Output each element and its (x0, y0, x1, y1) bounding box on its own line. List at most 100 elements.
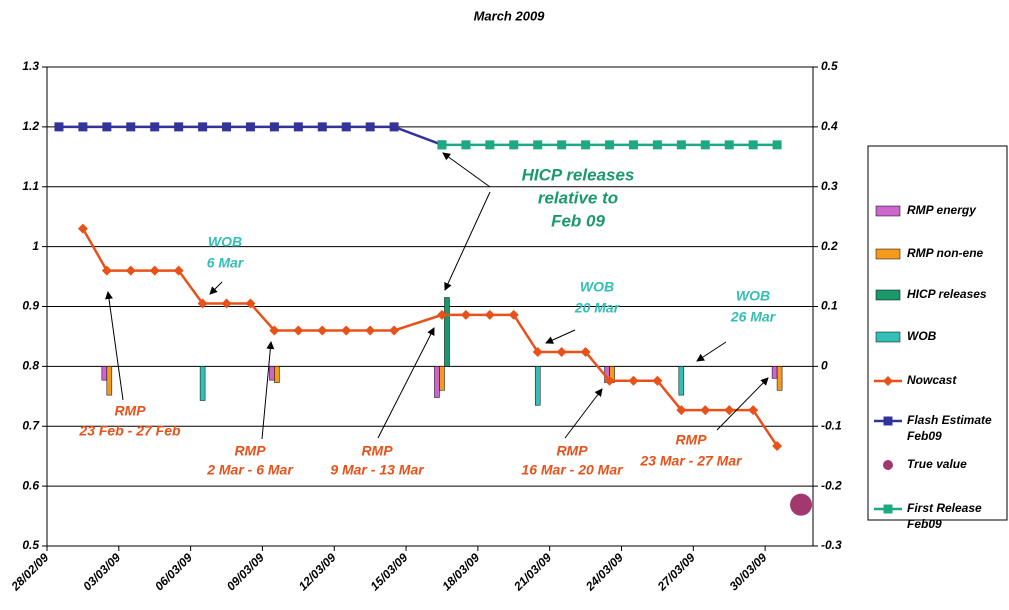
marker (533, 140, 543, 150)
marker (461, 140, 471, 150)
marker (365, 122, 375, 132)
legend-label: First Release Feb09 (907, 501, 982, 531)
annotation: RMP (675, 432, 707, 448)
legend-marker (883, 376, 893, 386)
annotation-arrow (209, 281, 223, 295)
marker (676, 405, 687, 416)
marker (581, 140, 591, 150)
legend-swatch (875, 289, 901, 301)
annotation-arrow (696, 341, 727, 362)
x-tick-label: 03/03/09 (80, 550, 123, 593)
marker (221, 298, 232, 309)
annotation-arrow (442, 152, 491, 188)
y2-tick-label: -0.2 (821, 478, 842, 492)
x-tick-label: 28/02/09 (8, 550, 52, 594)
x-tick-label: 27/03/09 (654, 550, 698, 594)
marker (700, 405, 711, 416)
bar (106, 366, 113, 396)
annotation: Feb 09 (551, 211, 605, 230)
chart-title: March 2009 (474, 8, 546, 23)
marker (509, 140, 519, 150)
legend-swatch (875, 331, 901, 343)
annotation-arrow (261, 341, 275, 440)
marker (341, 122, 351, 132)
marker (197, 298, 208, 309)
marker (365, 325, 376, 336)
marker (269, 122, 279, 132)
legend-swatch (875, 248, 901, 260)
line (81, 228, 779, 447)
marker (772, 441, 783, 452)
y2-tick-label: 0.5 (821, 59, 838, 73)
y-tick-label: 0.5 (22, 538, 39, 552)
marker (341, 325, 352, 336)
legend-label-line: Feb09 (907, 517, 942, 531)
bar (434, 366, 440, 398)
legend-marker (883, 504, 893, 514)
legend-label: Nowcast (907, 373, 957, 387)
marker (557, 140, 567, 150)
x-tick-label: 09/03/09 (224, 550, 267, 593)
annotation: 6 Mar (207, 255, 245, 271)
y-tick-label: 1.1 (22, 179, 39, 193)
marker (790, 493, 813, 516)
y-tick-label: 0.9 (22, 299, 39, 313)
y2-tick-label: 0.2 (821, 239, 838, 253)
legend-label: RMP non-ene (907, 246, 984, 260)
x-tick-label: 18/03/09 (439, 550, 482, 593)
y-tick-label: 0.6 (22, 478, 39, 492)
x-tick-label: 24/03/09 (582, 550, 626, 594)
bar (776, 366, 783, 391)
annotation-arrow (716, 377, 769, 431)
y2-tick-label: 0.1 (821, 299, 838, 313)
marker (245, 298, 256, 309)
marker (652, 375, 663, 386)
marker (724, 405, 735, 416)
legend-label-line: First Release (907, 501, 982, 515)
marker (628, 375, 639, 386)
marker (293, 325, 304, 336)
marker (628, 140, 638, 150)
annotation: WOB (736, 288, 770, 304)
marker (604, 375, 615, 386)
annotation: RMP (114, 403, 146, 419)
marker (485, 140, 495, 150)
marker (676, 140, 686, 150)
annotation-arrow (564, 388, 603, 439)
annotation: 9 Mar - 13 Mar (330, 462, 425, 478)
line (58, 125, 443, 147)
legend-label: WOB (907, 329, 937, 343)
marker (652, 140, 662, 150)
bar (444, 297, 450, 367)
marker (293, 122, 303, 132)
bar (101, 366, 108, 381)
marker (700, 140, 710, 150)
annotation: WOB (208, 234, 242, 250)
marker (605, 140, 615, 150)
marker (389, 325, 400, 336)
marker (389, 122, 399, 132)
marker (484, 309, 495, 320)
marker (436, 309, 447, 320)
marker (149, 265, 160, 276)
x-tick-label: 12/03/09 (296, 550, 339, 593)
y2-tick-label: 0.4 (821, 119, 838, 133)
annotation: RMP (361, 443, 393, 459)
annotation-arrow (444, 191, 491, 291)
marker (102, 122, 112, 132)
annotation-arrow (377, 327, 435, 439)
legend-label-line: Feb09 (907, 429, 942, 443)
marker (748, 405, 759, 416)
annotation: 23 Feb - 27 Feb (78, 423, 181, 439)
marker (437, 140, 447, 150)
marker (317, 122, 327, 132)
annotation: HICP releases (522, 165, 635, 184)
marker (150, 122, 160, 132)
y-tick-label: 0.7 (22, 418, 40, 432)
y-tick-label: 1.3 (22, 59, 39, 73)
bar (678, 366, 685, 396)
bar (269, 366, 275, 381)
y-tick-label: 0.8 (22, 359, 39, 373)
marker (724, 140, 734, 150)
